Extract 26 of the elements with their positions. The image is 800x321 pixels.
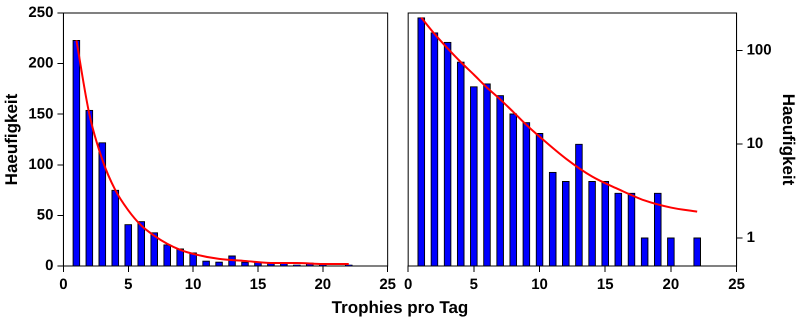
x-tick-label: 5	[470, 276, 478, 294]
x-axis-title: Trophies pro Tag	[330, 298, 470, 318]
x-tick-label: 0	[404, 276, 412, 294]
y2-tick-label: 100	[746, 41, 772, 58]
y2-tick-label: 10	[746, 135, 764, 152]
x-tick-label: 0	[59, 276, 68, 294]
y2-axis-title: Haeufigkeit	[779, 94, 798, 186]
x-tick-label: 5	[124, 276, 132, 294]
y-tick-label: 100	[28, 156, 54, 173]
y-tick-label: 200	[28, 54, 54, 72]
y2-tick-label: 1	[746, 228, 755, 246]
x-tick-label: 25	[728, 276, 745, 294]
x-tick-label: 15	[250, 276, 266, 294]
y-tick-label: 150	[28, 105, 54, 122]
y-axis-title: Haeufigkeit	[2, 93, 21, 186]
y-tick-label: 50	[36, 206, 54, 224]
x-tick-label: 20	[314, 276, 332, 294]
line-series	[420, 16, 698, 213]
line-series	[75, 39, 350, 265]
x-tick-label: 10	[184, 276, 202, 294]
y-tick-label: 250	[28, 4, 54, 22]
x-tick-label: 20	[662, 276, 680, 294]
x-tick-label: 15	[596, 276, 614, 294]
x-tick-label: 25	[379, 276, 396, 294]
y-tick-label: 0	[45, 257, 54, 274]
x-tick-label: 10	[531, 276, 548, 294]
